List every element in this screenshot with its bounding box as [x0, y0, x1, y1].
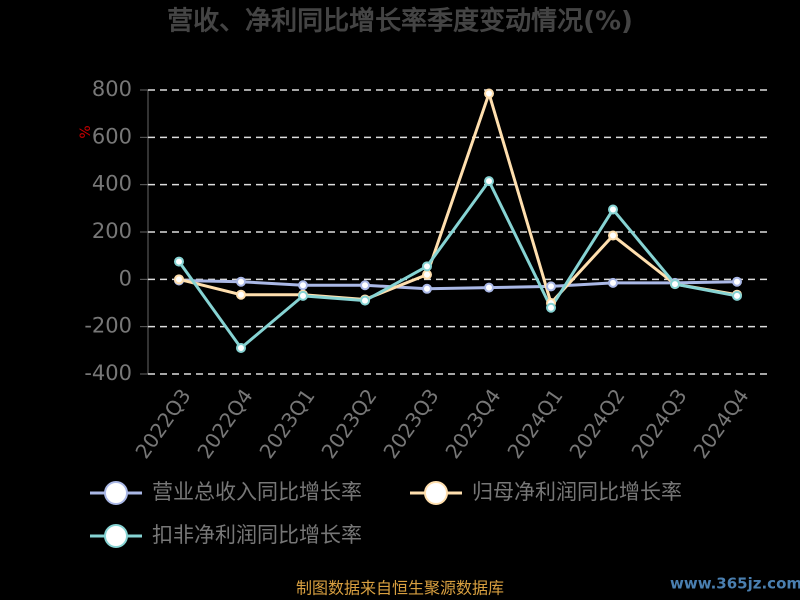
- data-point: [608, 230, 618, 241]
- legend-label: 扣非净利润同比增长率: [152, 523, 362, 547]
- x-tick-label: 2022Q3: [130, 384, 195, 463]
- data-point: [298, 290, 308, 301]
- x-tick-label: 2024Q1: [502, 384, 567, 463]
- legend-marker: [104, 481, 128, 505]
- y-tick-label: 400: [92, 172, 132, 196]
- x-tick-label: 2023Q2: [316, 384, 381, 463]
- series-line: [178, 279, 738, 291]
- legend-item: 扣非净利润同比增长率: [90, 523, 362, 548]
- data-point: [236, 342, 246, 353]
- legend-item: 归母净利润同比增长率: [410, 480, 682, 505]
- data-point: [670, 279, 680, 290]
- y-tick-label: 600: [92, 124, 132, 148]
- data-point: [608, 277, 618, 288]
- y-tick-label: -200: [84, 314, 132, 338]
- series-line: [177, 178, 738, 351]
- data-point: [484, 176, 494, 187]
- x-tick-label: 2022Q4: [192, 384, 257, 463]
- x-tick-label: 2023Q1: [254, 384, 319, 463]
- data-point: [732, 290, 742, 301]
- data-point: [236, 276, 246, 287]
- data-point: [422, 261, 432, 272]
- legend-item: 营业总收入同比增长率: [90, 480, 362, 505]
- data-point: [484, 282, 494, 293]
- legend-marker: [424, 481, 448, 505]
- y-tick-label: -400: [84, 361, 132, 385]
- y-tick-label: 0: [119, 266, 132, 290]
- x-tick-label: 2023Q4: [440, 384, 505, 463]
- legend-marker: [104, 524, 128, 548]
- data-point: [422, 269, 432, 280]
- data-point: [732, 276, 742, 287]
- data-point: [484, 88, 494, 99]
- data-point: [236, 289, 246, 300]
- x-tick-label: 2024Q3: [626, 384, 691, 463]
- data-point: [546, 302, 556, 313]
- x-tick-label: 2023Q3: [378, 384, 443, 463]
- data-point: [174, 256, 184, 267]
- data-point: [546, 281, 556, 292]
- data-point: [174, 274, 184, 285]
- data-point: [360, 295, 370, 306]
- legend-label: 归母净利润同比增长率: [472, 480, 682, 504]
- data-point: [422, 283, 432, 294]
- chart-title: 营收、净利同比增长率季度变动情况(%): [167, 6, 633, 37]
- series-line: [178, 88, 738, 306]
- data-point: [360, 280, 370, 291]
- x-tick-label: 2024Q4: [688, 384, 753, 463]
- data-point: [298, 280, 308, 291]
- watermark: www.365jz.com: [670, 575, 800, 593]
- y-axis-label: %: [78, 125, 94, 138]
- legend-label: 营业总收入同比增长率: [152, 480, 362, 504]
- y-tick-label: 200: [92, 219, 132, 243]
- x-tick-label: 2024Q2: [564, 384, 629, 463]
- y-tick-label: 800: [92, 77, 132, 101]
- source-note: 制图数据来自恒生聚源数据库: [296, 579, 504, 598]
- data-point: [608, 204, 618, 215]
